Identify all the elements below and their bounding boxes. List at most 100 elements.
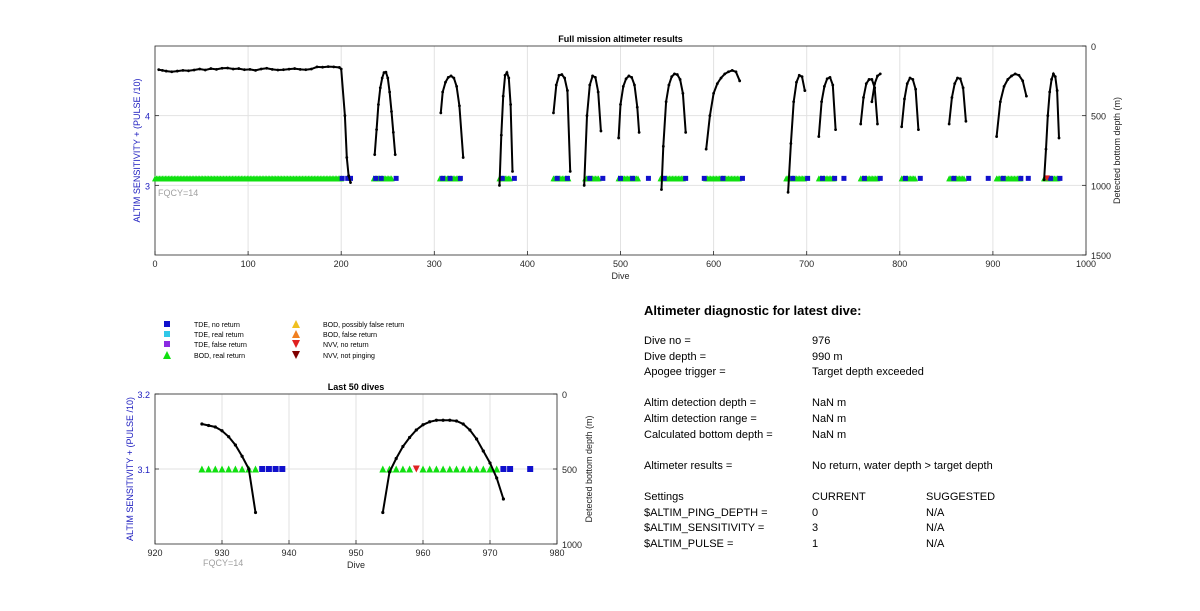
- bottom-depth-point: [192, 68, 196, 72]
- bottom-depth-point: [908, 76, 912, 80]
- legend-triangle-up-marker: [163, 351, 171, 359]
- y-tick-label-right: 500: [1091, 112, 1106, 122]
- tde-no-return-marker: [600, 175, 606, 181]
- bottom-depth-point: [617, 136, 621, 140]
- bottom-depth-line: [705, 69, 741, 150]
- tde-no-return-marker: [440, 175, 446, 181]
- x-tick-label: 300: [427, 259, 442, 269]
- bottom-depth-point: [509, 103, 513, 106]
- bottom-depth-point: [831, 83, 835, 87]
- bottom-depth-point: [511, 170, 514, 173]
- bottom-depth-point: [708, 114, 712, 118]
- bod-real-return-marker: [205, 465, 213, 473]
- bottom-depth-point: [461, 422, 465, 426]
- bod-real-return-marker: [961, 175, 968, 182]
- bottom-depth-point: [786, 190, 790, 194]
- x-tick-label: 700: [799, 259, 814, 269]
- dive-depth-value: 990 m: [812, 350, 843, 363]
- bottom-depth-point: [1006, 78, 1010, 81]
- bottom-depth-point: [864, 82, 868, 86]
- bottom-depth-point: [386, 76, 390, 80]
- setting-suggested: N/A: [926, 506, 945, 519]
- apogee-label: Apogee trigger =: [644, 366, 726, 379]
- bottom-depth-point: [870, 78, 874, 81]
- y-tick-label-left: 4: [145, 112, 150, 122]
- bottom-depth-point: [828, 75, 832, 79]
- bottom-depth-point: [911, 78, 915, 81]
- chart-title: Last 50 dives: [328, 382, 385, 392]
- bottom-depth-point: [800, 75, 804, 79]
- tde-no-return-marker: [645, 175, 651, 181]
- bod-real-return-marker: [426, 465, 434, 473]
- bod-real-return-marker: [238, 465, 246, 473]
- tde-no-return-marker: [507, 466, 514, 472]
- bottom-depth-point: [304, 68, 308, 72]
- bod-real-return-marker: [252, 465, 259, 473]
- bottom-depth-point: [187, 69, 190, 73]
- bod-real-return-marker: [446, 465, 454, 473]
- tde-no-return-marker: [259, 466, 266, 472]
- tde-no-return-marker: [832, 175, 838, 181]
- tde-no-return-marker: [917, 175, 923, 181]
- bottom-depth-point: [227, 435, 231, 439]
- setting-row-pulse: $ALTIM_PULSE = 1 N/A: [644, 537, 1164, 553]
- nvv-no-return-marker: [1043, 175, 1050, 182]
- bottom-depth-point: [1046, 114, 1050, 118]
- bottom-depth-point: [237, 67, 241, 70]
- bottom-depth-point: [1010, 74, 1013, 78]
- bod-real-return-marker: [595, 175, 602, 182]
- tde-no-return-marker: [1048, 175, 1054, 181]
- bod-real-return-marker: [231, 465, 239, 473]
- x-tick-label: 970: [482, 548, 497, 558]
- bottom-depth-row: Calculated bottom depth = NaN m: [644, 428, 1164, 444]
- bottom-depth-line: [498, 70, 514, 186]
- bottom-depth-point: [293, 67, 297, 70]
- legend-label: NVV, not pinging: [323, 353, 375, 360]
- bottom-depth-point: [421, 423, 425, 427]
- bottom-depth-point: [220, 66, 224, 70]
- tde-no-return-marker: [630, 175, 636, 181]
- bottom-depth-point: [1017, 73, 1021, 77]
- tde-no-return-marker: [683, 175, 689, 181]
- bod-real-return-marker: [486, 465, 494, 473]
- bod-real-return-marker: [453, 465, 460, 473]
- bottom-depth-point: [675, 73, 679, 76]
- bottom-depth-point: [449, 74, 453, 78]
- x-tick-label: 200: [334, 259, 349, 269]
- legend-square-marker: [164, 341, 170, 347]
- detection-range-value: NaN m: [812, 412, 847, 425]
- bottom-depth-point: [566, 89, 569, 92]
- bottom-depth-point: [1050, 78, 1053, 81]
- bottom-depth-point: [862, 96, 865, 99]
- bottom-depth-point: [637, 130, 641, 134]
- bottom-depth-point: [287, 67, 291, 71]
- bottom-depth-point: [434, 418, 438, 422]
- tde-no-return-marker: [1057, 175, 1063, 181]
- bottom-depth-point: [1053, 75, 1057, 79]
- bottom-depth-point: [161, 68, 164, 72]
- tde-no-return-marker: [279, 466, 286, 472]
- bottom-depth-point: [384, 70, 388, 74]
- bottom-depth-point: [207, 423, 211, 428]
- bottom-depth-label: Calculated bottom depth =: [644, 428, 773, 441]
- bottom-depth-point: [233, 443, 237, 447]
- bod-real-return-marker: [419, 465, 427, 473]
- bottom-depth-point: [276, 68, 280, 72]
- bottom-depth-point: [495, 476, 499, 480]
- bottom-depth-point: [670, 75, 674, 79]
- bottom-depth-point: [444, 80, 447, 84]
- legend-label: TDE, real return: [194, 332, 244, 339]
- apogee-value: Target depth exceeded: [812, 366, 924, 379]
- bottom-depth-point: [1002, 85, 1006, 88]
- bottom-depth-point: [220, 429, 224, 433]
- bod-real-return-marker: [386, 465, 393, 473]
- bottom-depth-point: [213, 425, 217, 429]
- bottom-depth-point: [596, 90, 600, 94]
- bottom-depth-point: [903, 97, 906, 101]
- bottom-depth-point: [448, 418, 452, 422]
- detection-depth-value: NaN m: [812, 397, 847, 410]
- y-tick-label-left: 3.1: [137, 465, 150, 475]
- x-tick-label: 0: [152, 259, 157, 269]
- tde-no-return-marker: [272, 466, 279, 472]
- bottom-depth-point: [157, 68, 161, 72]
